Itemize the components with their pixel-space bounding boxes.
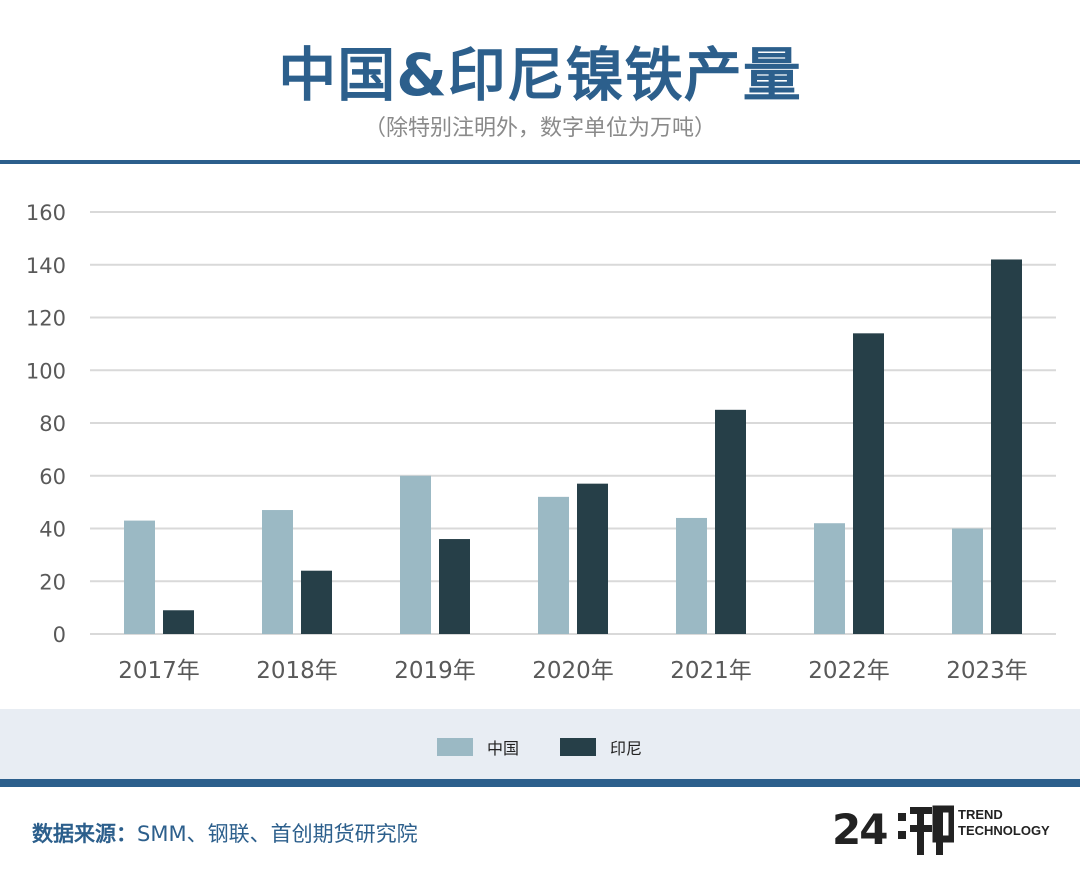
x-tick-label: 2017年 [118, 658, 200, 684]
legend-swatch-indonesia [560, 738, 596, 756]
legend-label-china: 中国 [487, 739, 520, 758]
y-tick-label: 80 [39, 412, 66, 436]
x-tick-label: 2021年 [670, 658, 752, 684]
y-axis-ticks: 0 20 40 60 80 100 120 140 160 [26, 201, 66, 647]
legend: 中国 印尼 [0, 709, 1080, 779]
bar-chart: 0 20 40 60 80 100 120 140 160 2017年 2018年 2019年 202… [26, 201, 1056, 684]
bar-china-2 [400, 475, 431, 634]
x-axis-ticks: 2017年 2018年 2019年 2020年 2021年 2022年 2023年 [118, 658, 1028, 684]
bottom-divider [0, 779, 1080, 787]
x-tick-label: 2019年 [394, 658, 476, 684]
bar-indonesia-6 [991, 259, 1022, 634]
x-tick-label: 2023年 [946, 658, 1028, 684]
y-tick-label: 20 [39, 570, 66, 594]
chart-title: 中国&印尼镍铁产量 [278, 41, 802, 109]
x-tick-label: 2022年 [808, 658, 890, 684]
bar-china-0 [124, 520, 155, 634]
bar-china-3 [538, 496, 569, 634]
bar-indonesia-3 [577, 483, 608, 634]
grid-lines [90, 211, 1056, 635]
data-source-label: 数据来源： [32, 822, 137, 846]
bar-china-5 [814, 523, 845, 634]
x-tick-label: 2018年 [256, 658, 338, 684]
bar-china-4 [676, 517, 707, 634]
data-source-text: SMM、钢联、首创期货研究院 [137, 822, 418, 846]
data-source: 数据来源：SMM、钢联、首创期货研究院 [32, 818, 418, 848]
bar-indonesia-2 [439, 539, 470, 634]
y-tick-label: 40 [39, 518, 66, 542]
y-tick-label: 60 [39, 465, 66, 489]
bar-indonesia-4 [715, 409, 746, 634]
brand-glyph-icon [898, 805, 954, 855]
bar-indonesia-5 [853, 333, 884, 634]
y-tick-label: 100 [26, 359, 66, 383]
bar-indonesia-0 [163, 610, 194, 634]
y-tick-label: 140 [26, 254, 66, 278]
chart-subtitle: （除特别注明外，数字单位为万吨） [363, 116, 716, 141]
y-tick-label: 120 [26, 307, 66, 331]
brand-logo: 24 TREND TECHNOLOGY [832, 803, 1062, 863]
top-divider [0, 160, 1080, 164]
legend-item-indonesia: 印尼 [560, 735, 642, 759]
brand-text: TREND TECHNOLOGY [958, 807, 1050, 839]
brand-number: 24 [832, 805, 888, 854]
bar-indonesia-1 [301, 570, 332, 634]
bars [124, 259, 1022, 634]
legend-item-china: 中国 [437, 735, 519, 759]
legend-swatch-china [437, 738, 473, 756]
bar-china-1 [262, 510, 293, 634]
brand-line-2: TECHNOLOGY [958, 823, 1050, 838]
y-tick-label: 0 [53, 623, 66, 647]
y-tick-label: 160 [26, 201, 66, 225]
bar-china-6 [952, 528, 983, 634]
brand-line-1: TREND [958, 807, 1003, 822]
legend-label-indonesia: 印尼 [610, 739, 643, 758]
x-tick-label: 2020年 [532, 658, 614, 684]
